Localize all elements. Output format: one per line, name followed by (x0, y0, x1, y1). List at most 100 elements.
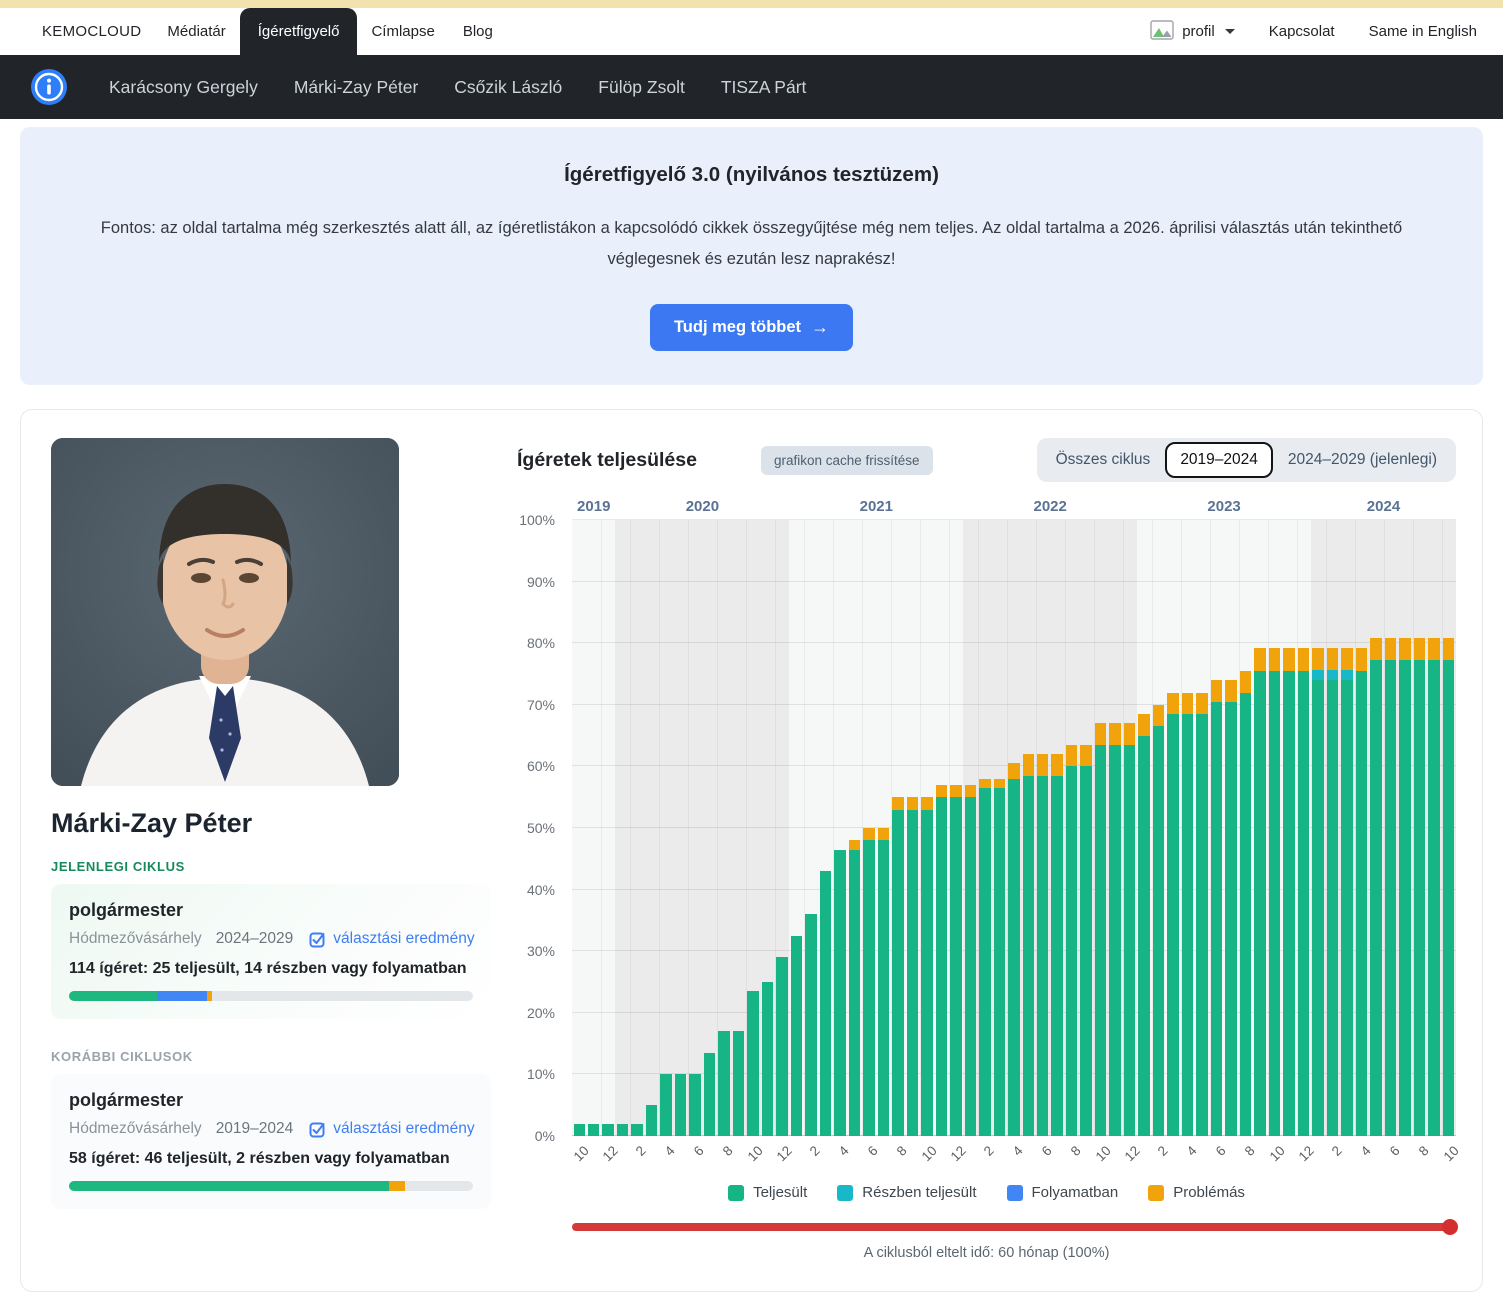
profile-menu[interactable]: profil (1150, 19, 1235, 44)
stacked-bar[interactable] (906, 520, 919, 1137)
bar-slot (1122, 520, 1136, 1137)
stacked-bar[interactable] (747, 520, 759, 1137)
bar-segment (1254, 648, 1266, 671)
stacked-bar[interactable] (921, 520, 933, 1137)
stacked-bar[interactable] (863, 520, 875, 1137)
topbar-item-ígéretfigyelő[interactable]: Ígéretfigyelő (239, 8, 358, 55)
learn-more-button[interactable]: Tudj meg többet → (649, 304, 854, 352)
stacked-bar[interactable] (1297, 520, 1310, 1137)
stacked-bar[interactable] (1442, 520, 1455, 1137)
v-gridline (629, 520, 631, 1137)
stacked-bar[interactable] (877, 520, 890, 1137)
stacked-bar[interactable] (1094, 520, 1107, 1137)
stacked-bar[interactable] (790, 520, 803, 1137)
stacked-bar[interactable] (674, 520, 687, 1137)
stacked-bar[interactable] (776, 520, 788, 1137)
stacked-bar[interactable] (848, 520, 861, 1137)
stacked-bar[interactable] (1196, 520, 1208, 1137)
stacked-bar[interactable] (993, 520, 1006, 1137)
elapsed-time-slider[interactable] (572, 1219, 1458, 1236)
legend-item[interactable]: Részben teljesült (837, 1184, 977, 1201)
subnav-item[interactable]: Márki-Zay Péter (293, 76, 419, 97)
contact-link[interactable]: Kapcsolat (1268, 23, 1335, 40)
stacked-bar[interactable] (1341, 520, 1353, 1137)
stacked-bar[interactable] (1239, 520, 1252, 1137)
info-icon[interactable] (30, 68, 68, 106)
stacked-bar[interactable] (1326, 520, 1339, 1137)
stacked-bar[interactable] (1268, 520, 1281, 1137)
stacked-bar[interactable] (1022, 520, 1034, 1137)
stacked-bar[interactable] (761, 520, 774, 1137)
stacked-bar[interactable] (732, 520, 745, 1137)
stacked-bar[interactable] (645, 520, 658, 1137)
stacked-bar[interactable] (689, 520, 701, 1137)
subnav-item[interactable]: Fülöp Zsolt (598, 76, 685, 97)
stacked-bar[interactable] (1152, 520, 1165, 1137)
stacked-bar[interactable] (1428, 520, 1440, 1137)
stacked-bar[interactable] (805, 520, 817, 1137)
subnav-item[interactable]: Csőzik László (454, 76, 563, 97)
stacked-bar[interactable] (819, 520, 832, 1137)
election-result-link[interactable]: választási eredmény (309, 930, 475, 948)
topbar-item-címlapse[interactable]: Címlapse (371, 23, 435, 40)
stacked-bar[interactable] (1399, 520, 1411, 1137)
cycle-role: polgármester (69, 900, 184, 921)
stacked-bar[interactable] (1138, 520, 1150, 1137)
slider-handle[interactable] (1442, 1219, 1458, 1236)
brand-logo[interactable]: KEMOCLOUD (42, 23, 142, 40)
topbar-item-blog[interactable]: Blog (462, 23, 493, 40)
x-tick-label: 2 (1154, 1143, 1171, 1159)
language-link[interactable]: Same in English (1368, 23, 1477, 40)
stacked-bar[interactable] (1225, 520, 1237, 1137)
stacked-bar[interactable] (660, 520, 672, 1137)
stacked-bar[interactable] (1037, 520, 1049, 1137)
stacked-bar[interactable] (573, 520, 585, 1137)
stacked-bar[interactable] (1181, 520, 1194, 1137)
stacked-bar[interactable] (631, 520, 643, 1137)
stacked-bar[interactable] (718, 520, 730, 1137)
stacked-bar[interactable] (1123, 520, 1136, 1137)
stacked-bar[interactable] (1355, 520, 1368, 1137)
stacked-bar[interactable] (979, 520, 991, 1137)
cycle-tab-0[interactable]: Összes ciklus (1055, 451, 1151, 469)
bar-segment (1268, 670, 1281, 1137)
legend-item[interactable]: Problémás (1148, 1184, 1245, 1201)
stacked-bar[interactable] (964, 520, 977, 1137)
stacked-bar[interactable] (616, 520, 629, 1137)
subnav-item[interactable]: TISZA Párt (720, 76, 807, 97)
legend-item[interactable]: Teljesült (728, 1184, 807, 1201)
stacked-bar[interactable] (935, 520, 948, 1137)
stacked-bar[interactable] (1384, 520, 1397, 1137)
stacked-bar[interactable] (1051, 520, 1063, 1137)
stacked-bar[interactable] (1008, 520, 1020, 1137)
stacked-bar[interactable] (1109, 520, 1121, 1137)
stacked-bar[interactable] (703, 520, 716, 1137)
stacked-bar[interactable] (1080, 520, 1092, 1137)
stacked-bar[interactable] (1254, 520, 1266, 1137)
stacked-bar[interactable] (602, 520, 614, 1137)
bar-slot (934, 520, 948, 1137)
x-tick-label: 12 (947, 1143, 969, 1165)
stacked-bar[interactable] (1283, 520, 1295, 1137)
stacked-bar[interactable] (587, 520, 600, 1137)
stacked-bar[interactable] (1065, 520, 1078, 1137)
bar-segment (1181, 692, 1194, 715)
stacked-bar[interactable] (834, 520, 846, 1137)
bar-slot (1137, 520, 1151, 1137)
v-gridline (1325, 520, 1327, 1137)
cycle-tab-1[interactable]: 2019–2024 (1165, 442, 1273, 479)
stacked-bar[interactable] (1413, 520, 1426, 1137)
topbar-item-médiatár[interactable]: Médiatár (167, 23, 226, 40)
stacked-bar[interactable] (1210, 520, 1223, 1137)
subnav-item[interactable]: Karácsony Gergely (109, 76, 258, 97)
legend-item[interactable]: Folyamatban (1006, 1184, 1118, 1201)
stacked-bar[interactable] (950, 520, 962, 1137)
election-result-link[interactable]: választási eredmény (309, 1120, 475, 1138)
stacked-bar[interactable] (1370, 520, 1382, 1137)
slider-track[interactable] (572, 1223, 1456, 1232)
cycle-tab-2[interactable]: 2024–2029 (jelenlegi) (1287, 451, 1437, 469)
refresh-cache-button[interactable]: grafikon cache frissítése (760, 445, 933, 475)
stacked-bar[interactable] (1167, 520, 1179, 1137)
stacked-bar[interactable] (1312, 520, 1324, 1137)
stacked-bar[interactable] (892, 520, 904, 1137)
